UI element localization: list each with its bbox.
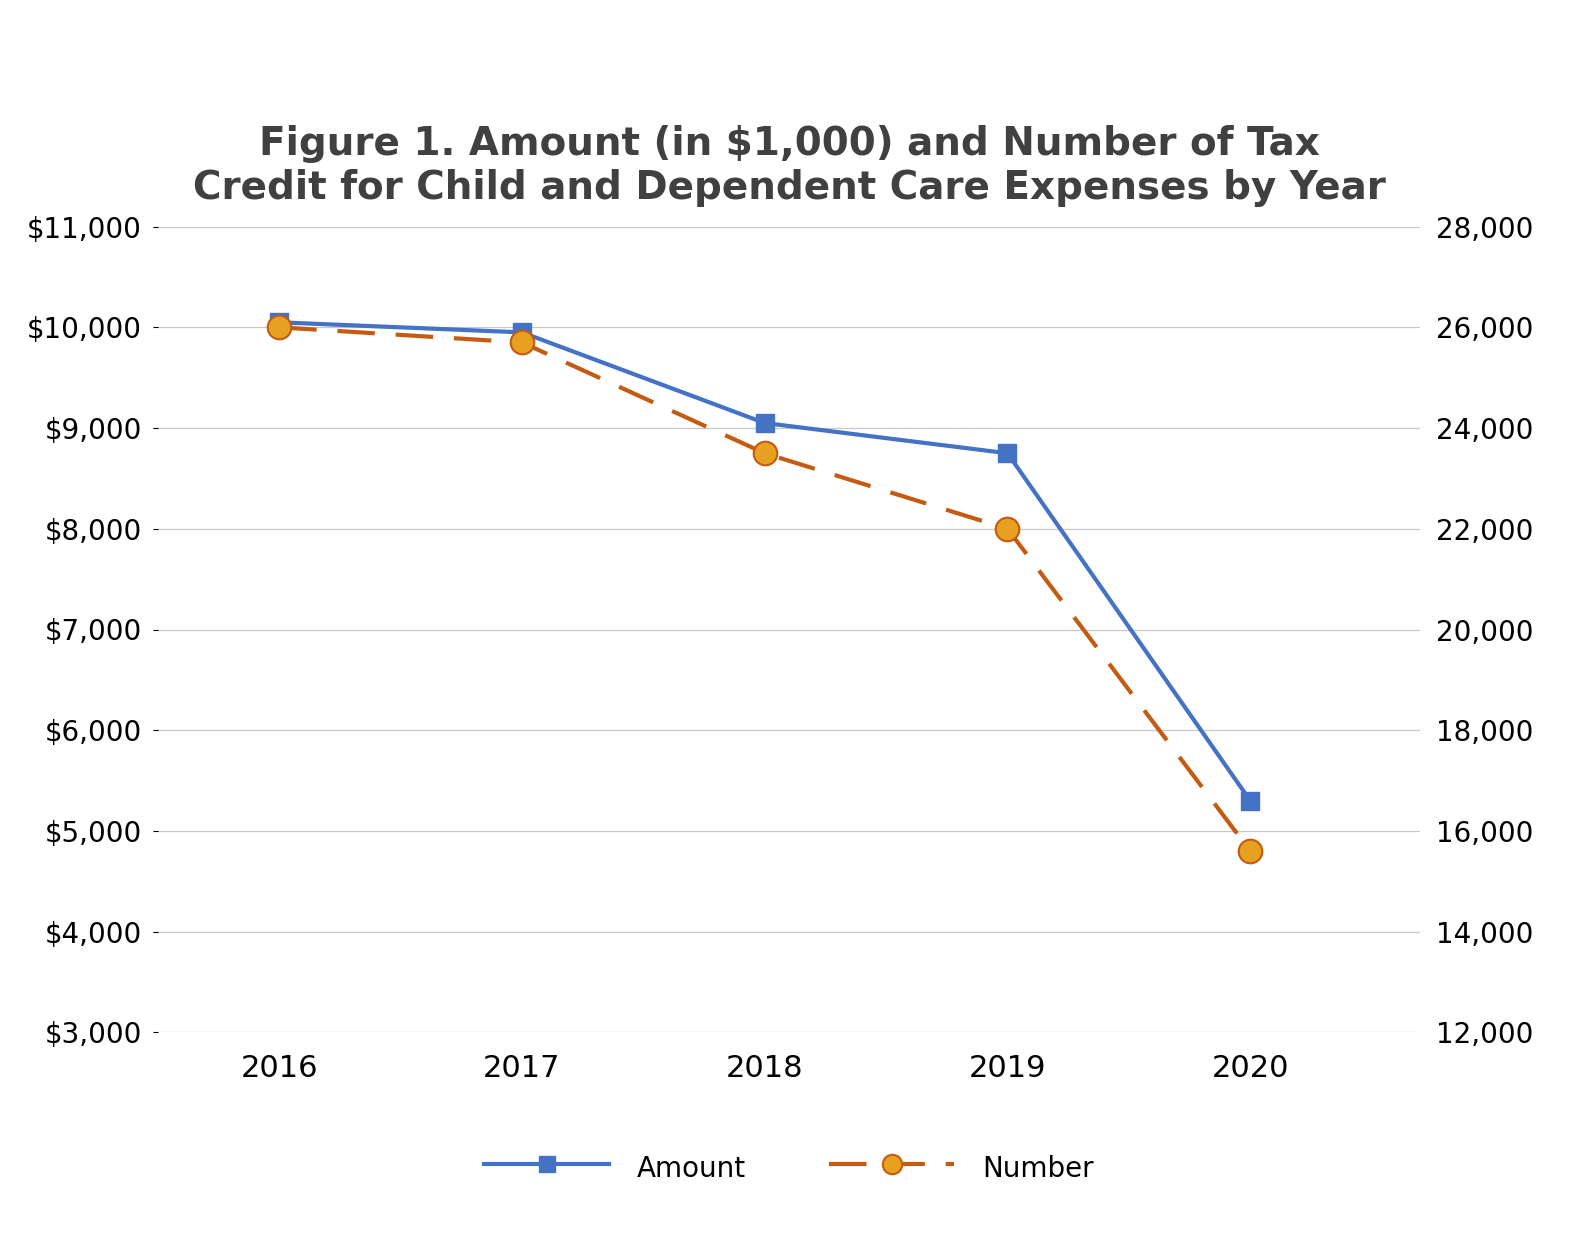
Title: Figure 1. Amount (in $1,000) and Number of Tax
Credit for Child and Dependent Ca: Figure 1. Amount (in $1,000) and Number … (193, 125, 1385, 206)
Legend: Amount, Number: Amount, Number (473, 1139, 1105, 1196)
